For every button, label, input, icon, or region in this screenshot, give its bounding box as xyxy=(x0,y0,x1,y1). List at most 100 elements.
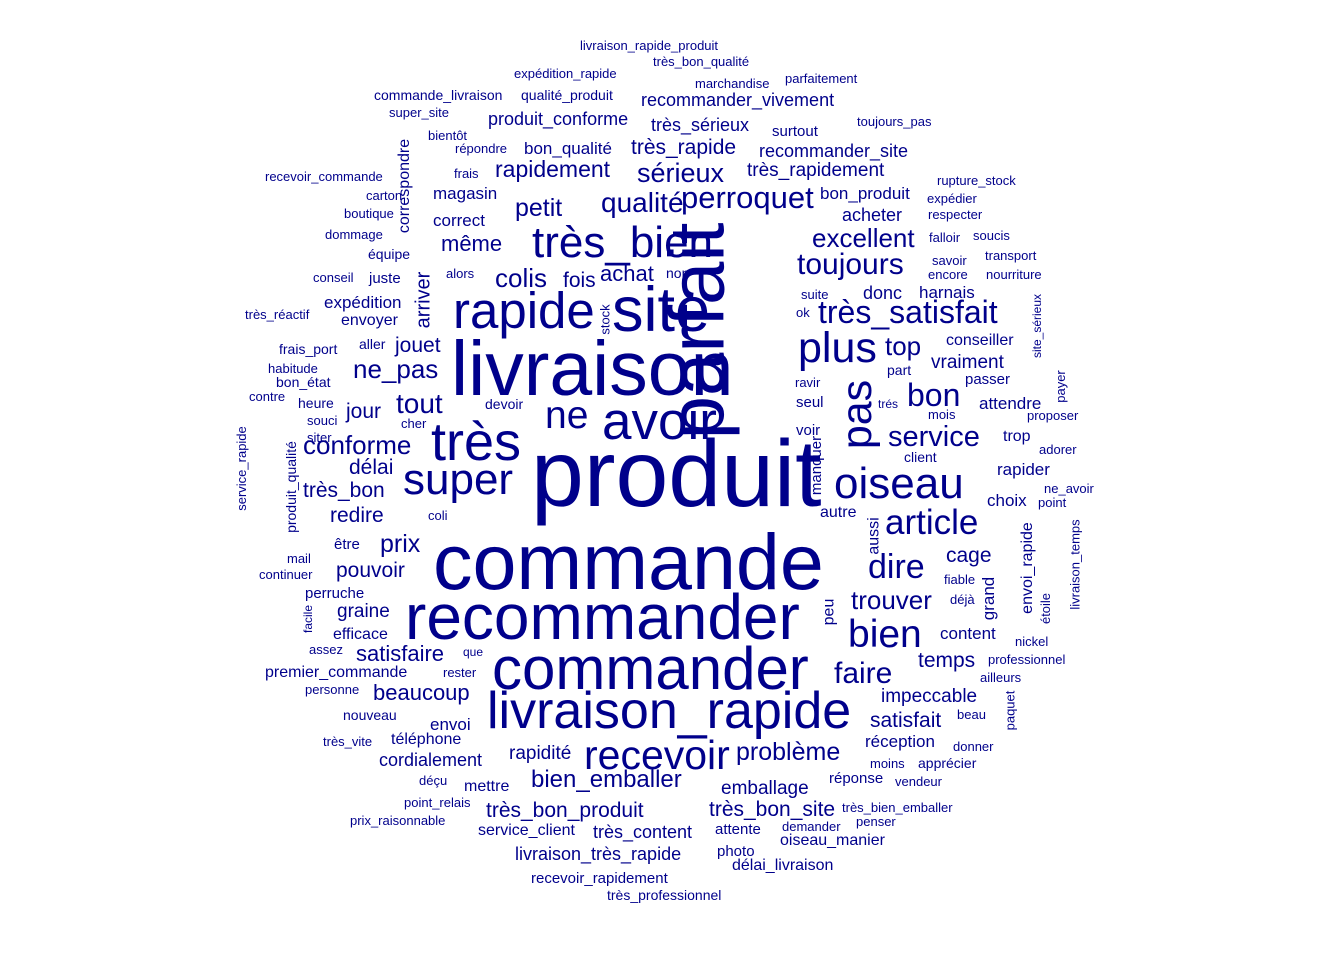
word: jouet xyxy=(395,334,441,357)
word: conseil xyxy=(313,270,354,285)
word: attente xyxy=(715,821,761,838)
word: envoi xyxy=(430,715,471,734)
word: soucis xyxy=(973,228,1010,243)
word: très_bon xyxy=(303,479,385,502)
word: livraison xyxy=(451,326,734,412)
word: très_rapidement xyxy=(747,160,885,181)
word: envoyer xyxy=(341,312,398,329)
word: livraison_très_rapide xyxy=(515,844,682,864)
word: photo xyxy=(717,843,755,860)
word: réception xyxy=(865,732,935,751)
word: dommage xyxy=(325,227,383,242)
word: rupture_stock xyxy=(937,173,1016,188)
word: très_bon_qualité xyxy=(653,54,750,69)
word: parfaitement xyxy=(785,71,858,86)
word: service_client xyxy=(478,822,575,839)
word: répondre xyxy=(455,141,508,156)
word: top xyxy=(885,331,922,361)
word: très_rapide xyxy=(631,136,737,159)
word: frais xyxy=(454,166,479,181)
word: facile xyxy=(301,604,316,634)
word: très_bien_emballer xyxy=(842,800,953,815)
word: payer xyxy=(1052,370,1068,403)
word: ok xyxy=(796,305,810,320)
word: stock xyxy=(597,304,613,335)
word: bon_état xyxy=(276,374,331,390)
word: commande xyxy=(433,517,824,606)
word: siter xyxy=(307,430,332,445)
word: attendre xyxy=(979,394,1042,413)
word: bien_emballer xyxy=(531,766,682,793)
word: premier_commande xyxy=(265,664,408,681)
word: toujours xyxy=(797,248,904,281)
word: marchandise xyxy=(695,76,770,91)
word: recevoir xyxy=(584,732,730,778)
word: suite xyxy=(801,287,829,302)
word: boutique xyxy=(344,206,394,221)
word: beau xyxy=(957,707,986,722)
word: arriver xyxy=(412,271,435,329)
word: trouver xyxy=(851,585,932,615)
word: pas xyxy=(833,379,882,450)
word: conforme xyxy=(303,430,412,460)
word: oiseau xyxy=(834,459,964,508)
word: rapider xyxy=(997,460,1050,479)
word: que xyxy=(463,645,484,659)
word: produit xyxy=(531,421,822,527)
word: téléphone xyxy=(391,731,462,748)
word: part xyxy=(887,362,912,378)
word: réponse xyxy=(829,770,884,787)
word: ne xyxy=(545,394,589,437)
word: article xyxy=(885,503,979,542)
word: peu xyxy=(820,598,838,626)
word: prix xyxy=(380,530,421,558)
word: carton xyxy=(366,188,403,203)
word: recommander xyxy=(405,581,800,653)
word: assez xyxy=(309,642,343,657)
word: très_bien xyxy=(532,218,714,267)
word: choix xyxy=(987,491,1027,510)
word: mail xyxy=(287,551,311,566)
word: seul xyxy=(796,394,824,411)
word: ravir xyxy=(795,375,821,390)
word: très_satisfait xyxy=(818,294,998,330)
word: adorer xyxy=(1039,442,1077,457)
word: très_bon_site xyxy=(709,798,836,821)
word: ne_pas xyxy=(353,354,439,384)
word: surtout xyxy=(772,123,818,140)
word: bien xyxy=(848,613,922,656)
word: cher xyxy=(401,416,427,431)
word: respecter xyxy=(928,207,983,222)
word: fiable xyxy=(944,572,976,587)
word: service xyxy=(888,421,980,453)
word: colis xyxy=(495,263,548,293)
word: petit xyxy=(515,194,563,222)
word: satisfaire xyxy=(356,641,445,666)
word: redire xyxy=(330,504,384,527)
word: demander xyxy=(782,819,841,834)
word: contre xyxy=(249,389,286,404)
word: alors xyxy=(446,266,475,281)
word: efficace xyxy=(333,626,388,643)
word: très_vite xyxy=(323,734,373,749)
word: content xyxy=(940,624,996,643)
word: aller xyxy=(359,336,386,352)
word: livraison_rapide_produit xyxy=(580,38,719,53)
word: bientôt xyxy=(428,128,468,143)
word: cage xyxy=(946,544,992,567)
word: voir xyxy=(796,422,821,439)
word: bon_produit xyxy=(820,184,910,203)
word: penser xyxy=(856,814,896,829)
word: emballage xyxy=(721,778,809,799)
word: nickel xyxy=(1015,634,1049,649)
word: fois xyxy=(563,269,596,292)
word: délai_livraison xyxy=(732,857,834,874)
word: bon_qualité xyxy=(524,139,612,158)
word: rapide xyxy=(453,282,595,339)
word: client xyxy=(904,449,937,465)
word: professionnel xyxy=(988,652,1066,667)
word: sérieux xyxy=(637,158,725,188)
word: recommander_vivement xyxy=(641,90,835,110)
word: nourriture xyxy=(986,267,1042,282)
